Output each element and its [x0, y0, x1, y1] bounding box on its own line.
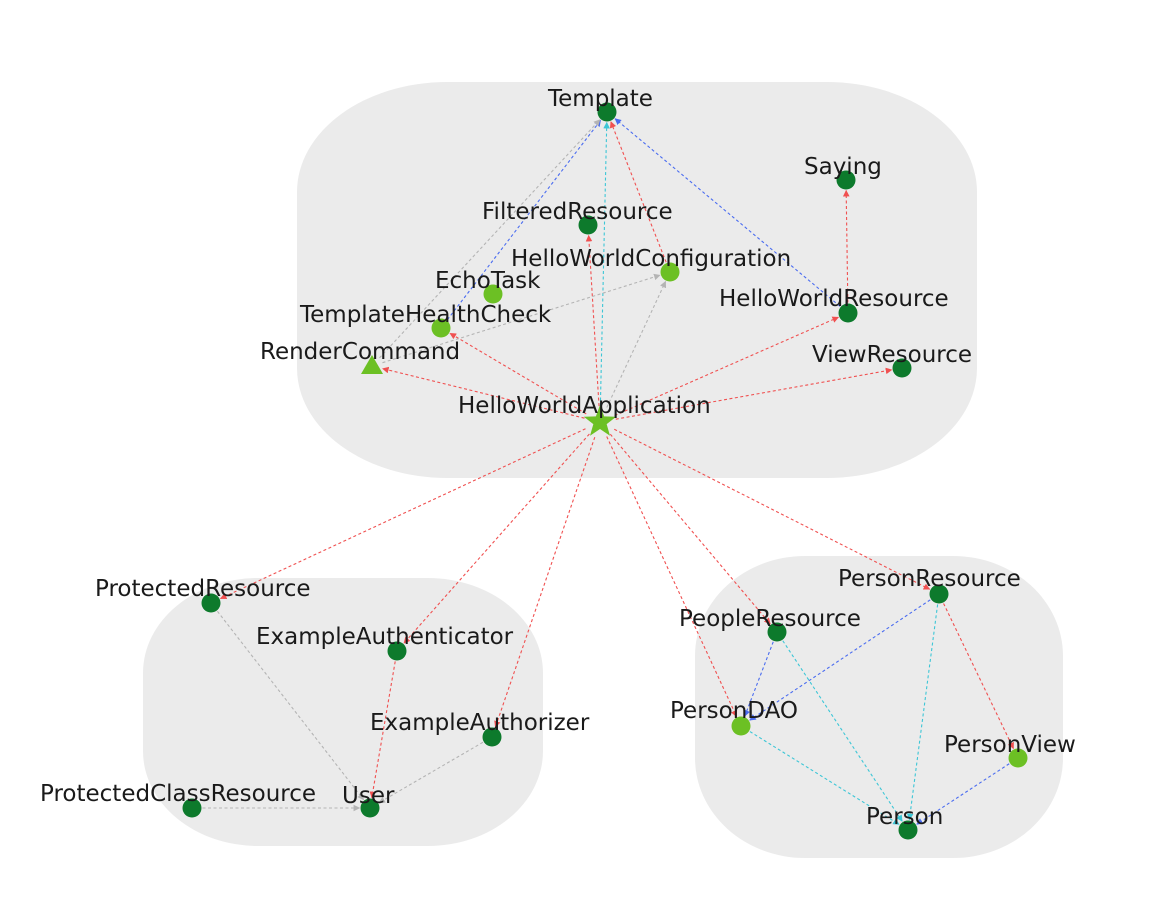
- edge-RenderCommand-to-HelloWorldConfiguration: [382, 273, 661, 364]
- edge-layer: [202, 118, 1014, 825]
- node-label-PeopleResource: PeopleResource: [679, 606, 861, 632]
- node-ProtectedResource-circle-icon[interactable]: [201, 593, 221, 613]
- cluster-hello-world: [297, 82, 977, 478]
- edge-HelloWorldResource-to-Saying: [842, 189, 850, 303]
- node-label-HelloWorldResource: HelloWorldResource: [719, 286, 949, 312]
- node-label-PersonView: PersonView: [944, 732, 1076, 758]
- edge-PersonView-to-Person: [916, 763, 1010, 825]
- edge-HelloWorldApplication-to-PeopleResource: [609, 433, 771, 625]
- edge-HelloWorldResource-to-Template: [614, 118, 841, 307]
- node-label-FilteredResource: FilteredResource: [482, 199, 673, 225]
- edge-HelloWorldApplication-to-TemplateHealthCheck: [449, 332, 587, 415]
- node-PersonView-circle-icon[interactable]: [1008, 748, 1028, 768]
- node-RenderCommand-triangle-icon[interactable]: [361, 355, 383, 374]
- node-layer: [182, 102, 1028, 840]
- node-TemplateHealthCheck-circle-icon[interactable]: [431, 318, 451, 338]
- node-HelloWorldApplication-star-icon[interactable]: [583, 405, 617, 436]
- edge-HelloWorldApplication-to-RenderCommand: [382, 366, 585, 419]
- node-label-ViewResource: ViewResource: [812, 342, 972, 368]
- node-ProtectedClassResource-circle-icon[interactable]: [182, 798, 202, 818]
- edge-HelloWorldApplication-to-HelloWorldResource: [614, 316, 839, 417]
- node-ViewResource-circle-icon[interactable]: [892, 358, 912, 378]
- label-layer: Template Saying FilteredResource HelloWorld…: [40, 86, 1076, 830]
- edge-HelloWorldApplication-to-ExampleAuthorizer: [494, 436, 596, 728]
- node-PersonResource-circle-icon[interactable]: [929, 584, 949, 604]
- edge-HelloWorldApplication-to-PersonResource: [614, 428, 931, 590]
- node-User-circle-icon[interactable]: [360, 798, 380, 818]
- node-label-ProtectedResource: ProtectedResource: [95, 576, 311, 602]
- edge-HelloWorldApplication-to-ProtectedResource: [219, 428, 586, 600]
- node-HelloWorldResource-circle-icon[interactable]: [838, 303, 858, 323]
- node-PersonDAO-circle-icon[interactable]: [731, 716, 751, 736]
- edge-HelloWorldApplication-to-ExampleAuthenticator: [403, 433, 590, 644]
- node-label-ExampleAuthenticator: ExampleAuthenticator: [256, 624, 514, 650]
- edge-ExampleAuthenticator-to-User: [369, 661, 396, 799]
- node-label-User: User: [342, 783, 395, 809]
- node-Person-circle-icon[interactable]: [898, 820, 918, 840]
- node-label-Template: Template: [547, 86, 653, 112]
- node-label-Saying: Saying: [804, 154, 882, 180]
- edge-PersonDAO-to-Person: [749, 731, 900, 825]
- node-label-ProtectedClassResource: ProtectedClassResource: [40, 781, 316, 807]
- edge-PeopleResource-to-PersonDAO: [743, 641, 774, 717]
- node-HelloWorldConfiguration-circle-icon[interactable]: [660, 262, 680, 282]
- node-label-TemplateHealthCheck: TemplateHealthCheck: [299, 302, 552, 328]
- node-PeopleResource-circle-icon[interactable]: [767, 622, 787, 642]
- node-label-EchoTask: EchoTask: [435, 268, 541, 294]
- cluster-person: [695, 556, 1063, 858]
- node-EchoTask-circle-icon[interactable]: [483, 284, 503, 304]
- node-label-PersonResource: PersonResource: [838, 566, 1021, 592]
- edge-TemplateHealthCheck-to-Template: [446, 119, 602, 321]
- node-label-HelloWorldConfiguration: HelloWorldConfiguration: [511, 246, 791, 272]
- edge-HelloWorldApplication-to-ViewResource: [615, 367, 893, 420]
- edge-RenderCommand-to-Template: [379, 119, 601, 359]
- node-ExampleAuthorizer-circle-icon[interactable]: [482, 727, 502, 747]
- node-ExampleAuthenticator-circle-icon[interactable]: [387, 641, 407, 661]
- edge-ProtectedResource-to-User: [217, 610, 364, 801]
- node-label-ExampleAuthorizer: ExampleAuthorizer: [370, 710, 590, 736]
- cluster-layer: [143, 82, 1063, 858]
- node-label-HelloWorldApplication: HelloWorldApplication: [458, 393, 711, 419]
- node-label-Person: Person: [866, 804, 943, 830]
- node-Template-circle-icon[interactable]: [597, 102, 617, 122]
- edge-HelloWorldApplication-to-PersonDAO: [606, 436, 738, 718]
- cluster-auth: [143, 578, 543, 846]
- edge-HelloWorldApplication-to-HelloWorldConfiguration: [606, 280, 667, 408]
- node-label-RenderCommand: RenderCommand: [260, 339, 460, 365]
- node-FilteredResource-circle-icon[interactable]: [578, 215, 598, 235]
- edge-PersonResource-to-PersonView: [943, 603, 1014, 750]
- node-label-PersonDAO: PersonDAO: [670, 698, 798, 724]
- node-Saying-circle-icon[interactable]: [836, 170, 856, 190]
- edge-ExampleAuthorizer-to-User: [378, 741, 484, 804]
- edge-HelloWorldApplication-to-FilteredResource: [585, 234, 600, 407]
